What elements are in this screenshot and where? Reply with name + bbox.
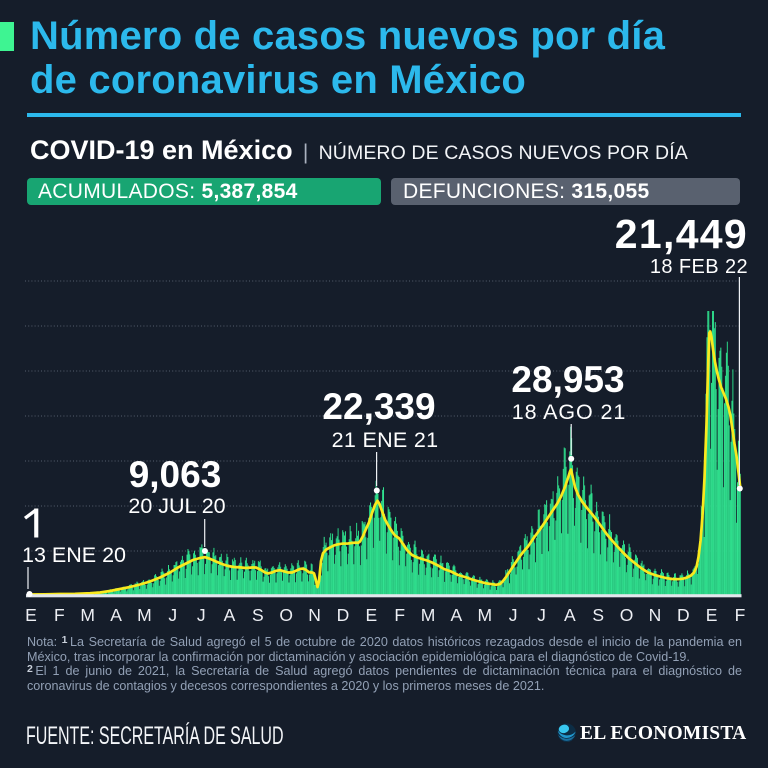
svg-text:M: M xyxy=(80,605,95,625)
svg-text:M: M xyxy=(137,605,152,625)
svg-text:S: S xyxy=(252,605,264,625)
svg-text:J: J xyxy=(537,605,546,625)
svg-text:A: A xyxy=(564,605,576,625)
svg-text:N: N xyxy=(308,605,321,625)
svg-text:D: D xyxy=(337,605,350,625)
svg-text:F: F xyxy=(54,605,65,625)
svg-text:J: J xyxy=(509,605,518,625)
svg-text:M: M xyxy=(478,605,493,625)
svg-text:J: J xyxy=(197,605,206,625)
svg-text:E: E xyxy=(25,605,37,625)
svg-text:O: O xyxy=(620,605,634,625)
svg-text:F: F xyxy=(735,605,746,625)
svg-text:J: J xyxy=(168,605,177,625)
svg-text:A: A xyxy=(224,605,236,625)
svg-text:D: D xyxy=(677,605,690,625)
svg-text:N: N xyxy=(649,605,662,625)
svg-text:E: E xyxy=(365,605,377,625)
svg-text:M: M xyxy=(421,605,436,625)
svg-text:S: S xyxy=(592,605,604,625)
svg-text:O: O xyxy=(279,605,293,625)
svg-text:E: E xyxy=(706,605,718,625)
svg-text:A: A xyxy=(451,605,463,625)
svg-text:A: A xyxy=(110,605,122,625)
svg-text:F: F xyxy=(394,605,405,625)
